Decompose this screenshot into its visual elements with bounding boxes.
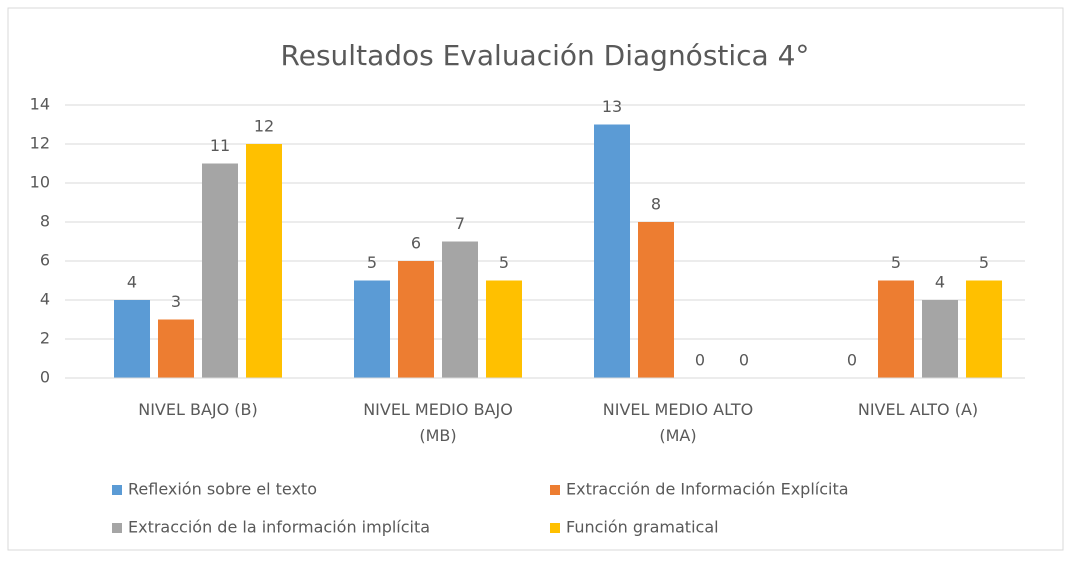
legend-label: Función gramatical [566,518,719,537]
data-label: 8 [651,195,661,214]
y-tick-label: 8 [40,212,50,231]
y-tick-label: 0 [40,368,50,387]
legend-swatch [112,523,122,533]
x-tick-label: NIVEL ALTO (A) [858,400,978,419]
y-tick-label: 12 [30,134,50,153]
bar [966,280,1002,378]
x-tick-label: NIVEL MEDIO BAJO (MB) [363,400,513,445]
bar [114,300,150,378]
x-tick-label: NIVEL BAJO (B) [138,400,258,419]
bar [202,163,238,378]
legend-swatch [112,485,122,495]
data-label: 5 [499,253,509,272]
data-label: 11 [210,136,230,155]
bar [398,261,434,378]
data-label: 13 [602,97,622,116]
data-label: 6 [411,234,421,253]
bar [442,241,478,378]
bar [638,222,674,378]
y-tick-label: 14 [30,95,50,114]
legend-swatch [550,523,560,533]
data-label: 5 [891,253,901,272]
legend-label: Extracción de la información implícita [128,518,430,537]
chart-border [7,7,1064,551]
bar [922,300,958,378]
legend-swatch [550,485,560,495]
bar [594,124,630,378]
data-label: 3 [171,292,181,311]
chart-title: Resultados Evaluación Diagnóstica 4° [281,39,810,72]
x-tick-label: NIVEL MEDIO ALTO (MA) [603,400,753,445]
legend-label: Reflexión sobre el texto [128,480,317,499]
y-tick-label: 10 [30,173,50,192]
data-label: 4 [935,273,945,292]
data-label: 5 [979,253,989,272]
bar [354,280,390,378]
data-label: 0 [739,351,749,370]
bar [878,280,914,378]
data-label: 0 [695,351,705,370]
legend-label: Extracción de Información Explícita [566,480,849,499]
bar [246,144,282,378]
y-tick-label: 4 [40,290,50,309]
y-tick-label: 6 [40,251,50,270]
bar [158,319,194,378]
y-tick-label: 2 [40,329,50,348]
data-label: 5 [367,253,377,272]
data-label: 12 [254,117,274,136]
bar [486,280,522,378]
data-label: 0 [847,351,857,370]
data-label: 7 [455,214,465,233]
data-label: 4 [127,273,137,292]
